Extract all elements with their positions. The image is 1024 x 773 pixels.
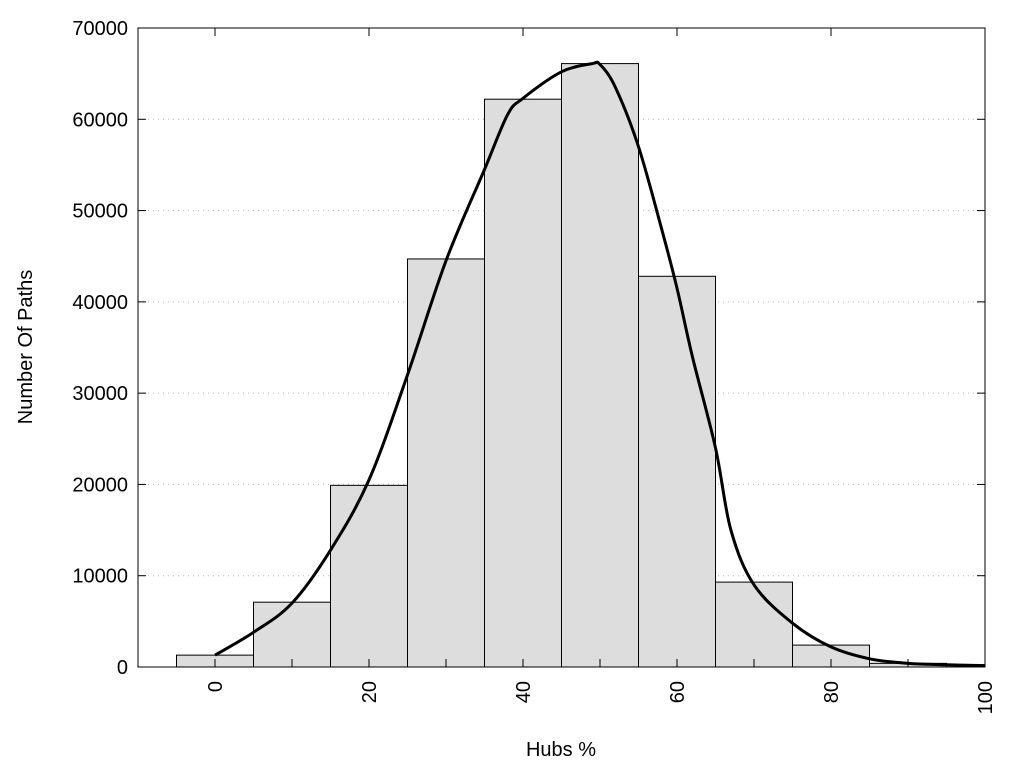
x-tick-label: 0 [205, 681, 227, 692]
y-tick-label: 40000 [72, 292, 128, 314]
x-axis-label: Hubs % [526, 739, 596, 761]
y-tick-label: 20000 [72, 474, 128, 496]
histogram-bar [253, 601, 331, 668]
x-tick-label: 100 [975, 681, 997, 714]
bars [176, 63, 986, 668]
x-tick-label: 80 [821, 681, 843, 703]
histogram-bar [638, 275, 716, 668]
x-tick-label: 40 [513, 681, 535, 703]
x-tick-label: 60 [667, 681, 689, 703]
y-tick-label: 70000 [72, 18, 128, 40]
y-tick-label: 10000 [72, 566, 128, 588]
histogram-bar [484, 98, 562, 668]
axis-ticks: 0 10000 20000 30000 40000 50000 60000 70000 0 20 4… [72, 18, 997, 714]
y-tick-label: 0 [117, 657, 128, 679]
histogram-bar [715, 581, 793, 668]
y-axis-label: Number Of Paths [15, 270, 37, 425]
x-tick-label: 20 [359, 681, 381, 703]
y-tick-label: 50000 [72, 201, 128, 223]
plot-frame [137, 27, 986, 668]
histogram-bar [330, 484, 408, 668]
density-curve [214, 60, 986, 668]
histogram-bar [407, 258, 485, 668]
y-tick-label: 60000 [72, 109, 128, 131]
y-tick-label: 30000 [72, 383, 128, 405]
density-curve-group [214, 60, 986, 668]
histogram-bar [561, 63, 639, 668]
grid-lines [138, 118, 985, 577]
